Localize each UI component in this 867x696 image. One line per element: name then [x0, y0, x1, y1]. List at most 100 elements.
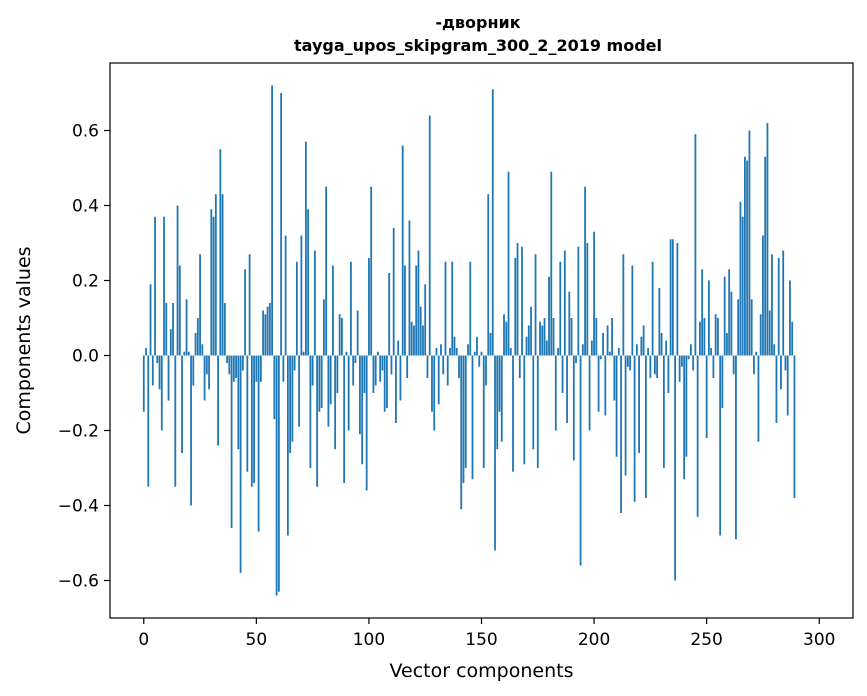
bar-190	[570, 318, 573, 356]
bar-167	[518, 355, 521, 378]
bar-59	[275, 355, 278, 596]
bar-9	[163, 216, 165, 356]
x-tick-label: 250	[690, 630, 722, 650]
x-tick-label: 50	[246, 630, 268, 650]
bar-268	[746, 160, 749, 356]
bar-220	[638, 355, 641, 453]
bar-209	[613, 355, 616, 401]
y-tick-label: 0.0	[72, 347, 99, 367]
bar-135	[446, 355, 449, 386]
bar-221	[640, 336, 643, 356]
bar-267	[744, 156, 746, 356]
bar-262	[732, 355, 735, 375]
bar-107	[383, 355, 386, 412]
bar-206	[606, 325, 609, 356]
bar-182	[552, 318, 555, 356]
bar-0	[142, 355, 145, 412]
bar-226	[651, 261, 654, 356]
bar-56	[268, 303, 271, 356]
y-tick-label: −0.2	[58, 422, 99, 442]
bar-259	[726, 333, 728, 356]
y-tick-label: 0.4	[72, 197, 99, 217]
bar-187	[563, 250, 566, 356]
bar-158	[498, 355, 501, 412]
bar-81	[325, 186, 328, 356]
bar-145	[469, 261, 472, 356]
bar-88	[341, 318, 343, 356]
bar-174	[534, 254, 537, 356]
bar-10	[165, 303, 168, 356]
bar-118	[408, 220, 411, 356]
bar-80	[322, 299, 325, 356]
bar-157	[496, 355, 499, 450]
bar-270	[750, 299, 753, 356]
bar-55	[266, 306, 269, 356]
bar-277	[766, 123, 769, 356]
bar-168	[521, 246, 523, 356]
bar-242	[687, 355, 690, 360]
bar-253	[712, 355, 715, 378]
bar-51	[257, 355, 260, 532]
bar-23	[194, 333, 197, 356]
bar-251	[708, 280, 710, 356]
bar-117	[406, 355, 409, 378]
bar-189	[568, 291, 571, 356]
bar-85	[334, 355, 337, 450]
bar-178	[543, 318, 546, 356]
bar-179	[545, 340, 548, 356]
bar-74	[309, 355, 312, 468]
bar-164	[512, 355, 514, 472]
bar-110	[390, 355, 393, 375]
bar-68	[295, 261, 298, 356]
bar-288	[791, 321, 794, 356]
bar-48	[250, 355, 253, 487]
y-axis-ticks: −0.6 −0.4 −0.2 0.0 0.2 0.4 0.6	[58, 122, 110, 592]
bar-44	[241, 355, 244, 371]
bar-201	[595, 318, 598, 356]
bars	[142, 85, 796, 596]
bar-232	[665, 340, 668, 356]
bar-52	[259, 355, 262, 382]
x-axis-ticks: 0 50 100 150 200 250 300	[138, 618, 835, 650]
bar-7	[158, 355, 161, 390]
bar-97	[361, 355, 364, 465]
bar-19	[185, 299, 188, 356]
bar-84	[331, 265, 334, 356]
bar-155	[491, 89, 494, 356]
bar-1	[145, 348, 147, 356]
bar-21	[190, 355, 192, 506]
bar-249	[703, 318, 706, 356]
bar-170	[525, 336, 528, 356]
bar-78	[318, 355, 321, 412]
bar-261	[730, 291, 733, 356]
bar-119	[410, 321, 413, 356]
bar-185	[559, 261, 562, 356]
bar-33	[217, 355, 219, 446]
bar-46	[246, 355, 249, 472]
bar-73	[307, 209, 310, 356]
bar-102	[372, 355, 375, 393]
bar-223	[644, 355, 647, 498]
bar-130	[435, 348, 438, 356]
bar-139	[455, 348, 458, 356]
bar-37	[226, 355, 228, 363]
bar-93	[352, 355, 355, 386]
bar-50	[255, 355, 258, 382]
bar-89	[343, 355, 346, 483]
bar-40	[232, 355, 235, 382]
bar-26	[201, 344, 204, 356]
bar-66	[291, 355, 294, 442]
bar-60	[277, 355, 280, 592]
bar-276	[764, 156, 767, 356]
bar-243	[689, 344, 692, 356]
bar-205	[604, 355, 607, 416]
bar-222	[642, 325, 645, 356]
bar-269	[748, 130, 751, 356]
bar-111	[392, 228, 395, 356]
x-axis-label: Vector components	[390, 660, 574, 682]
bar-236	[674, 355, 677, 581]
bar-203	[599, 355, 602, 360]
bar-45	[244, 269, 246, 356]
